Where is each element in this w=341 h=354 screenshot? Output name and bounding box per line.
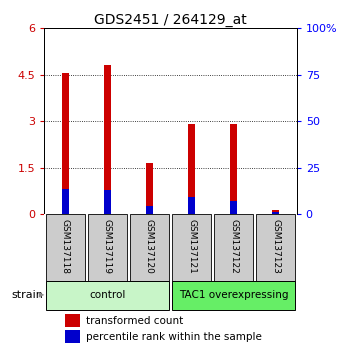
- Bar: [62, 73, 69, 214]
- Text: transformed count: transformed count: [86, 316, 183, 326]
- Text: GSM137122: GSM137122: [229, 219, 238, 273]
- Bar: [172, 281, 295, 310]
- Bar: [64, 331, 80, 343]
- Text: control: control: [89, 290, 125, 300]
- Bar: [104, 65, 110, 214]
- Text: GSM137119: GSM137119: [103, 218, 112, 274]
- Bar: [64, 314, 80, 327]
- Bar: [88, 214, 127, 280]
- Bar: [214, 214, 253, 280]
- Bar: [172, 214, 211, 280]
- Text: TAC1 overexpressing: TAC1 overexpressing: [179, 290, 288, 300]
- Bar: [46, 281, 169, 310]
- Text: percentile rank within the sample: percentile rank within the sample: [86, 332, 262, 342]
- Title: GDS2451 / 264129_at: GDS2451 / 264129_at: [94, 13, 247, 27]
- Text: GSM137123: GSM137123: [271, 218, 280, 274]
- Bar: [272, 212, 279, 214]
- Bar: [231, 201, 237, 214]
- Bar: [146, 206, 153, 214]
- Bar: [130, 214, 169, 280]
- Text: GSM137120: GSM137120: [145, 218, 154, 274]
- Text: GSM137121: GSM137121: [187, 218, 196, 274]
- Bar: [104, 190, 110, 214]
- Text: GSM137118: GSM137118: [61, 218, 70, 274]
- Text: strain: strain: [12, 290, 44, 300]
- Bar: [231, 124, 237, 214]
- Bar: [256, 214, 295, 280]
- Bar: [188, 124, 195, 214]
- Bar: [188, 197, 195, 214]
- Bar: [272, 210, 279, 214]
- Bar: [46, 214, 85, 280]
- Bar: [62, 189, 69, 214]
- Bar: [146, 163, 153, 214]
